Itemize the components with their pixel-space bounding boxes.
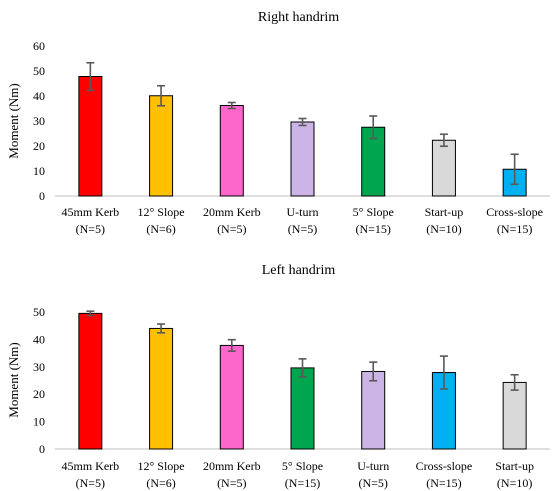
x-tick-label: U-turn (357, 459, 389, 473)
y-tick-label: 20 (33, 139, 45, 153)
x-tick-sublabel: (N=15) (355, 222, 390, 236)
x-tick-sublabel: (N=10) (426, 222, 461, 236)
x-tick-sublabel: (N=5) (288, 222, 317, 236)
x-tick-label: Start-up (425, 205, 464, 219)
x-tick-sublabel: (N=6) (146, 476, 175, 490)
x-tick-sublabel: (N=5) (76, 222, 105, 236)
bar (219, 344, 244, 450)
x-tick-label: Start-up (495, 459, 534, 473)
x-tick-sublabel: (N=15) (497, 222, 532, 236)
x-tick-sublabel: (N=5) (217, 222, 246, 236)
x-tick-label: Cross-slope (486, 205, 543, 219)
bar (78, 76, 103, 197)
x-tick-label: 5° Slope (282, 459, 323, 473)
bar (219, 105, 244, 197)
bar (149, 95, 174, 197)
x-tick-label: 20mm Kerb (203, 459, 261, 473)
y-tick-label: 10 (33, 164, 45, 178)
bar (431, 139, 456, 197)
x-tick-sublabel: (N=15) (426, 476, 461, 490)
x-tick-sublabel: (N=5) (217, 476, 246, 490)
x-tick-label: 12° Slope (138, 459, 185, 473)
x-tick-sublabel: (N=5) (358, 476, 387, 490)
bar (290, 121, 315, 197)
bar (290, 367, 315, 450)
y-tick-label: 10 (33, 415, 45, 429)
y-tick-label: 40 (33, 89, 45, 103)
x-tick-label: Cross-slope (416, 459, 473, 473)
chart-1: Right handrim Moment (Nm) 0 10 20 30 40 50 60 45m… (6, 10, 550, 236)
bar (502, 381, 527, 450)
y-tick-label: 50 (33, 305, 45, 319)
chart-title: Right handrim (258, 10, 339, 25)
bar (361, 370, 386, 450)
x-tick-sublabel: (N=6) (146, 222, 175, 236)
x-tick-label: 45mm Kerb (62, 205, 120, 219)
y-axis-label: Moment (Nm) (6, 83, 21, 158)
x-tick-label: 20mm Kerb (203, 205, 261, 219)
y-axis-label: Moment (Nm) (6, 342, 21, 417)
y-tick-label: 20 (33, 387, 45, 401)
x-tick-sublabel: (N=5) (76, 476, 105, 490)
x-tick-label: 45mm Kerb (62, 459, 120, 473)
bar (149, 327, 174, 450)
y-tick-label: 60 (33, 39, 45, 53)
y-tick-label: 30 (33, 114, 45, 128)
chart-2: Left handrim Moment (Nm) 0 10 20 30 40 50 45mm K… (6, 263, 550, 490)
y-tick-label: 0 (39, 189, 45, 203)
bar (78, 312, 103, 450)
x-tick-label: 12° Slope (138, 205, 185, 219)
x-tick-label: 5° Slope (353, 205, 394, 219)
x-tick-sublabel: (N=10) (497, 476, 532, 490)
y-tick-label: 50 (33, 64, 45, 78)
chart-title: Left handrim (262, 263, 336, 278)
x-tick-label: U-turn (287, 205, 319, 219)
y-tick-label: 0 (39, 442, 45, 456)
x-tick-sublabel: (N=15) (285, 476, 320, 490)
y-tick-label: 30 (33, 360, 45, 374)
y-tick-label: 40 (33, 332, 45, 346)
